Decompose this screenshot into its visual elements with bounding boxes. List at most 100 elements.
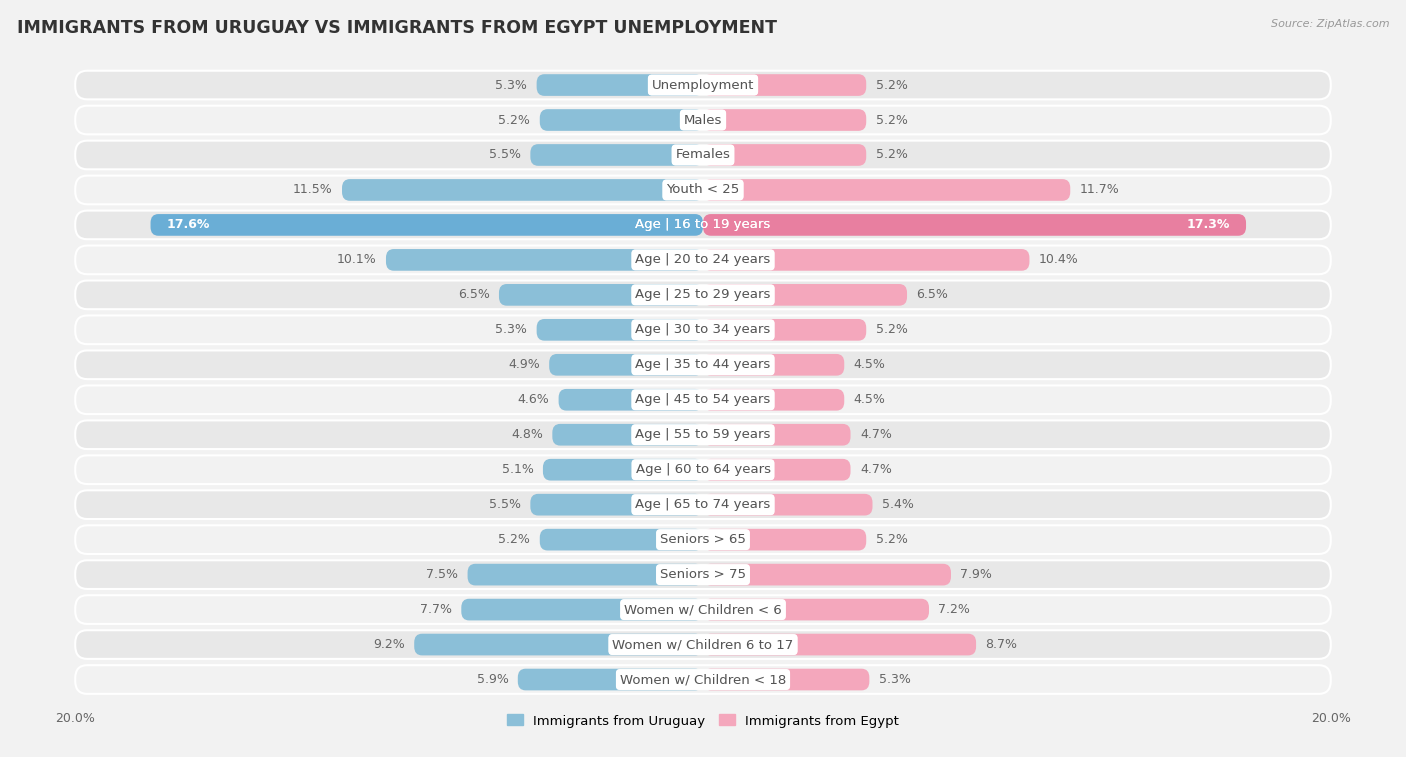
Text: 4.5%: 4.5% [853, 358, 886, 371]
Text: Women w/ Children 6 to 17: Women w/ Children 6 to 17 [613, 638, 793, 651]
Text: Unemployment: Unemployment [652, 79, 754, 92]
Text: Seniors > 65: Seniors > 65 [659, 533, 747, 546]
Text: 5.2%: 5.2% [499, 114, 530, 126]
Text: Age | 25 to 29 years: Age | 25 to 29 years [636, 288, 770, 301]
Text: 5.5%: 5.5% [489, 498, 522, 511]
Text: Age | 60 to 64 years: Age | 60 to 64 years [636, 463, 770, 476]
FancyBboxPatch shape [703, 599, 929, 621]
FancyBboxPatch shape [703, 179, 1070, 201]
Text: 5.2%: 5.2% [499, 533, 530, 546]
Text: 4.7%: 4.7% [860, 463, 891, 476]
Text: 7.5%: 7.5% [426, 568, 458, 581]
Text: Age | 45 to 54 years: Age | 45 to 54 years [636, 394, 770, 407]
FancyBboxPatch shape [703, 74, 866, 96]
Text: Age | 55 to 59 years: Age | 55 to 59 years [636, 428, 770, 441]
FancyBboxPatch shape [703, 354, 844, 375]
Text: Males: Males [683, 114, 723, 126]
Text: Women w/ Children < 18: Women w/ Children < 18 [620, 673, 786, 686]
Text: Age | 35 to 44 years: Age | 35 to 44 years [636, 358, 770, 371]
FancyBboxPatch shape [75, 456, 1331, 484]
FancyBboxPatch shape [703, 424, 851, 446]
FancyBboxPatch shape [553, 424, 703, 446]
Text: Females: Females [675, 148, 731, 161]
FancyBboxPatch shape [703, 459, 851, 481]
FancyBboxPatch shape [550, 354, 703, 375]
Text: 5.4%: 5.4% [882, 498, 914, 511]
Text: Seniors > 65: Seniors > 65 [659, 533, 747, 546]
FancyBboxPatch shape [75, 281, 1331, 309]
Legend: Immigrants from Uruguay, Immigrants from Egypt: Immigrants from Uruguay, Immigrants from… [502, 709, 904, 733]
FancyBboxPatch shape [703, 389, 844, 410]
Text: 5.2%: 5.2% [876, 323, 907, 336]
Text: 4.6%: 4.6% [517, 394, 550, 407]
Text: 8.7%: 8.7% [986, 638, 1018, 651]
Text: Women w/ Children < 6: Women w/ Children < 6 [624, 603, 782, 616]
Text: Age | 65 to 74 years: Age | 65 to 74 years [636, 498, 770, 511]
FancyBboxPatch shape [150, 214, 703, 235]
Text: Age | 35 to 44 years: Age | 35 to 44 years [636, 358, 770, 371]
FancyBboxPatch shape [75, 665, 1331, 694]
FancyBboxPatch shape [543, 459, 703, 481]
FancyBboxPatch shape [530, 494, 703, 516]
Text: 6.5%: 6.5% [458, 288, 489, 301]
Text: 5.2%: 5.2% [876, 79, 907, 92]
Text: Age | 30 to 34 years: Age | 30 to 34 years [636, 323, 770, 336]
Text: Youth < 25: Youth < 25 [666, 183, 740, 197]
Text: Seniors > 75: Seniors > 75 [659, 568, 747, 581]
FancyBboxPatch shape [75, 595, 1331, 624]
Text: 11.5%: 11.5% [292, 183, 333, 197]
Text: 5.1%: 5.1% [502, 463, 533, 476]
Text: Age | 20 to 24 years: Age | 20 to 24 years [636, 254, 770, 266]
FancyBboxPatch shape [558, 389, 703, 410]
FancyBboxPatch shape [517, 668, 703, 690]
FancyBboxPatch shape [703, 529, 866, 550]
Text: Unemployment: Unemployment [652, 79, 754, 92]
FancyBboxPatch shape [703, 319, 866, 341]
FancyBboxPatch shape [540, 109, 703, 131]
Text: IMMIGRANTS FROM URUGUAY VS IMMIGRANTS FROM EGYPT UNEMPLOYMENT: IMMIGRANTS FROM URUGUAY VS IMMIGRANTS FR… [17, 19, 778, 37]
FancyBboxPatch shape [703, 144, 866, 166]
Text: 9.2%: 9.2% [373, 638, 405, 651]
FancyBboxPatch shape [342, 179, 703, 201]
Text: Females: Females [675, 148, 731, 161]
Text: Seniors > 75: Seniors > 75 [659, 568, 747, 581]
FancyBboxPatch shape [537, 319, 703, 341]
FancyBboxPatch shape [499, 284, 703, 306]
FancyBboxPatch shape [703, 249, 1029, 271]
FancyBboxPatch shape [540, 529, 703, 550]
FancyBboxPatch shape [468, 564, 703, 585]
FancyBboxPatch shape [75, 245, 1331, 274]
FancyBboxPatch shape [461, 599, 703, 621]
Text: Source: ZipAtlas.com: Source: ZipAtlas.com [1271, 19, 1389, 29]
Text: 4.5%: 4.5% [853, 394, 886, 407]
FancyBboxPatch shape [75, 560, 1331, 589]
Text: 10.1%: 10.1% [337, 254, 377, 266]
FancyBboxPatch shape [703, 214, 1246, 235]
Text: Women w/ Children < 18: Women w/ Children < 18 [620, 673, 786, 686]
Text: Age | 30 to 34 years: Age | 30 to 34 years [636, 323, 770, 336]
FancyBboxPatch shape [387, 249, 703, 271]
FancyBboxPatch shape [75, 316, 1331, 344]
Text: 5.2%: 5.2% [876, 533, 907, 546]
Text: 6.5%: 6.5% [917, 288, 948, 301]
Text: 5.3%: 5.3% [879, 673, 911, 686]
Text: Age | 55 to 59 years: Age | 55 to 59 years [636, 428, 770, 441]
Text: Age | 45 to 54 years: Age | 45 to 54 years [636, 394, 770, 407]
Text: 4.7%: 4.7% [860, 428, 891, 441]
Text: 17.6%: 17.6% [166, 219, 209, 232]
Text: 7.7%: 7.7% [420, 603, 451, 616]
FancyBboxPatch shape [75, 631, 1331, 659]
FancyBboxPatch shape [75, 385, 1331, 414]
FancyBboxPatch shape [75, 525, 1331, 554]
FancyBboxPatch shape [703, 109, 866, 131]
Text: Women w/ Children < 6: Women w/ Children < 6 [624, 603, 782, 616]
Text: 4.8%: 4.8% [510, 428, 543, 441]
FancyBboxPatch shape [703, 494, 873, 516]
Text: Women w/ Children 6 to 17: Women w/ Children 6 to 17 [613, 638, 793, 651]
FancyBboxPatch shape [75, 420, 1331, 449]
Text: Age | 20 to 24 years: Age | 20 to 24 years [636, 254, 770, 266]
FancyBboxPatch shape [75, 491, 1331, 519]
FancyBboxPatch shape [75, 106, 1331, 134]
FancyBboxPatch shape [530, 144, 703, 166]
Text: Males: Males [683, 114, 723, 126]
